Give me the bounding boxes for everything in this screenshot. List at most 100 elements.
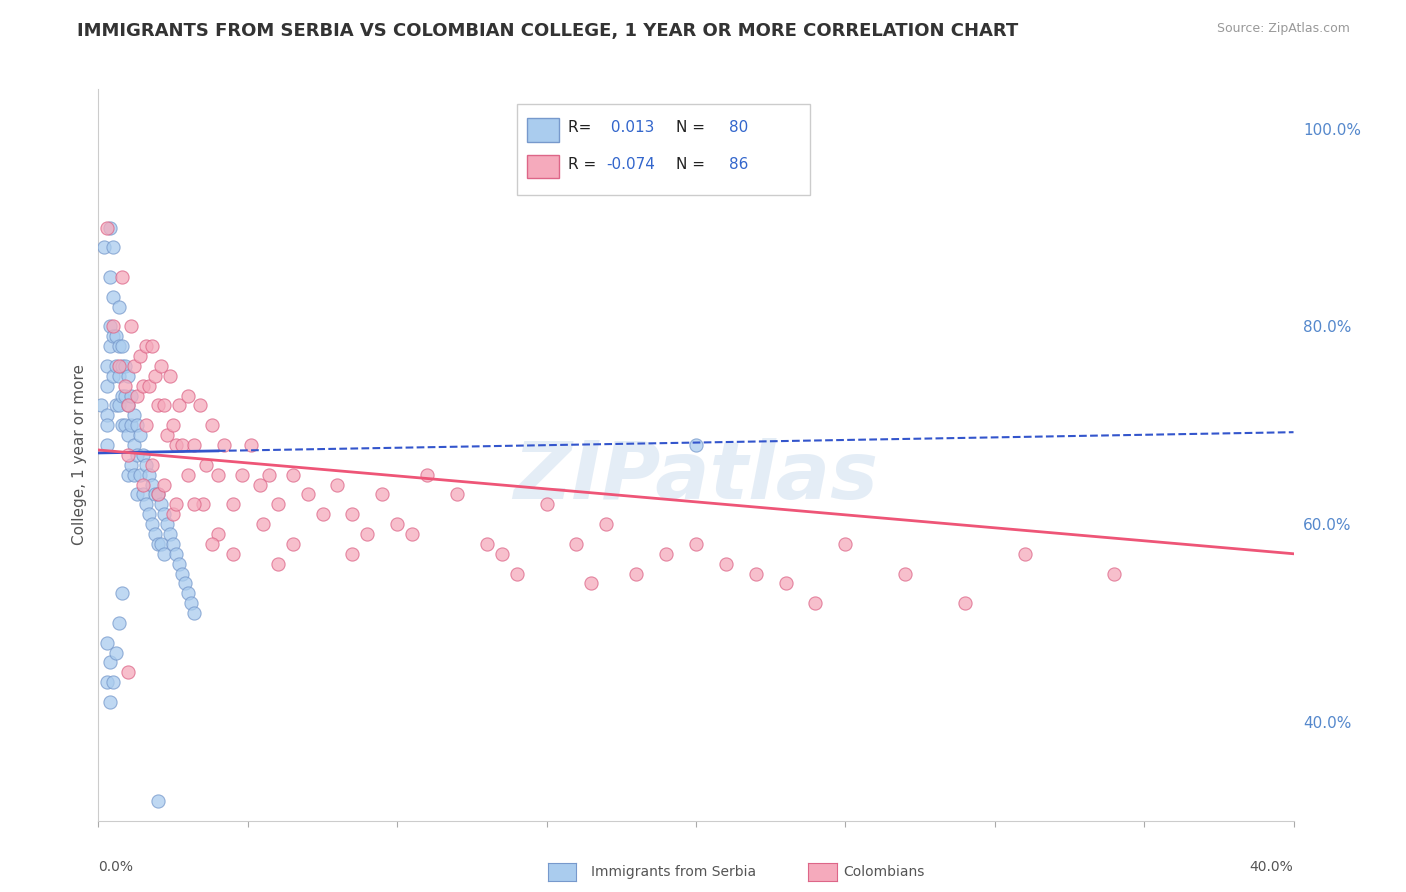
Text: 40.0%: 40.0% (1250, 860, 1294, 874)
Point (595, 517, 617, 532)
Point (311, 507, 333, 521)
Point (249, 477, 271, 491)
Point (491, 547, 513, 561)
Point (150, 497, 173, 511)
Text: Source: ZipAtlas.com: Source: ZipAtlas.com (1216, 22, 1350, 36)
Text: -0.074: -0.074 (606, 157, 655, 172)
Point (506, 566, 529, 581)
Point (132, 487, 155, 501)
Point (172, 438, 194, 452)
Point (565, 537, 588, 551)
Point (207, 467, 229, 482)
Point (93, 240, 115, 254)
Text: N =: N = (676, 120, 704, 136)
Point (96, 636, 118, 650)
Point (159, 527, 181, 541)
Point (111, 270, 134, 285)
Point (212, 438, 235, 452)
Point (98, 656, 122, 670)
Point (96, 378, 118, 392)
Point (127, 448, 149, 462)
Point (114, 359, 136, 373)
Point (356, 527, 378, 541)
Point (183, 497, 205, 511)
Point (281, 537, 304, 551)
Point (475, 537, 498, 551)
Point (135, 497, 157, 511)
Point (103, 368, 125, 383)
Point (167, 557, 190, 571)
Text: 0.0%: 0.0% (98, 860, 134, 874)
Point (416, 467, 439, 482)
Point (98, 339, 122, 353)
Point (143, 368, 166, 383)
Point (153, 399, 176, 413)
Point (191, 497, 214, 511)
Point (143, 487, 166, 501)
Point (162, 537, 184, 551)
Point (150, 537, 173, 551)
Text: ZIPatlas: ZIPatlas (513, 438, 879, 516)
Point (135, 339, 157, 353)
Text: Colombians: Colombians (844, 865, 925, 880)
Point (714, 557, 737, 571)
Text: R =: R = (568, 157, 596, 172)
Point (117, 448, 139, 462)
Point (114, 378, 136, 392)
Point (96, 359, 118, 373)
Point (401, 527, 423, 541)
Point (111, 418, 134, 433)
Point (252, 517, 274, 532)
Point (117, 399, 139, 413)
Point (297, 487, 319, 501)
Point (117, 399, 139, 413)
Point (117, 467, 139, 482)
Point (105, 359, 128, 373)
Point (953, 596, 976, 610)
Point (281, 467, 304, 482)
Point (183, 606, 205, 620)
Point (172, 566, 194, 581)
Point (124, 359, 146, 373)
Point (96, 418, 118, 433)
Point (1014, 547, 1036, 561)
Text: R=: R= (568, 120, 596, 136)
Point (239, 438, 262, 452)
Point (153, 507, 176, 521)
Point (114, 389, 136, 403)
Point (111, 359, 134, 373)
Point (117, 665, 139, 680)
Point (167, 399, 190, 413)
Point (105, 329, 128, 343)
Point (201, 537, 224, 551)
Point (108, 339, 131, 353)
Point (159, 368, 181, 383)
Point (165, 497, 187, 511)
Point (148, 794, 170, 808)
Point (127, 418, 149, 433)
Point (153, 477, 176, 491)
Point (120, 418, 142, 433)
Point (745, 566, 768, 581)
Point (132, 477, 155, 491)
Point (162, 507, 184, 521)
Point (177, 389, 200, 403)
Point (326, 477, 349, 491)
Point (231, 467, 253, 482)
Point (90, 399, 112, 413)
Text: 80: 80 (730, 120, 748, 136)
Point (108, 368, 131, 383)
Point (342, 507, 364, 521)
Point (103, 675, 125, 690)
Point (685, 537, 707, 551)
Text: IMMIGRANTS FROM SERBIA VS COLOMBIAN COLLEGE, 1 YEAR OR MORE CORRELATION CHART: IMMIGRANTS FROM SERBIA VS COLOMBIAN COLL… (77, 22, 1018, 40)
Point (120, 458, 142, 472)
Point (581, 576, 603, 591)
Point (111, 339, 134, 353)
Point (188, 399, 211, 413)
Point (129, 428, 152, 442)
Point (96, 675, 118, 690)
Point (141, 458, 163, 472)
Point (132, 378, 155, 392)
Text: 0.013: 0.013 (606, 120, 655, 136)
